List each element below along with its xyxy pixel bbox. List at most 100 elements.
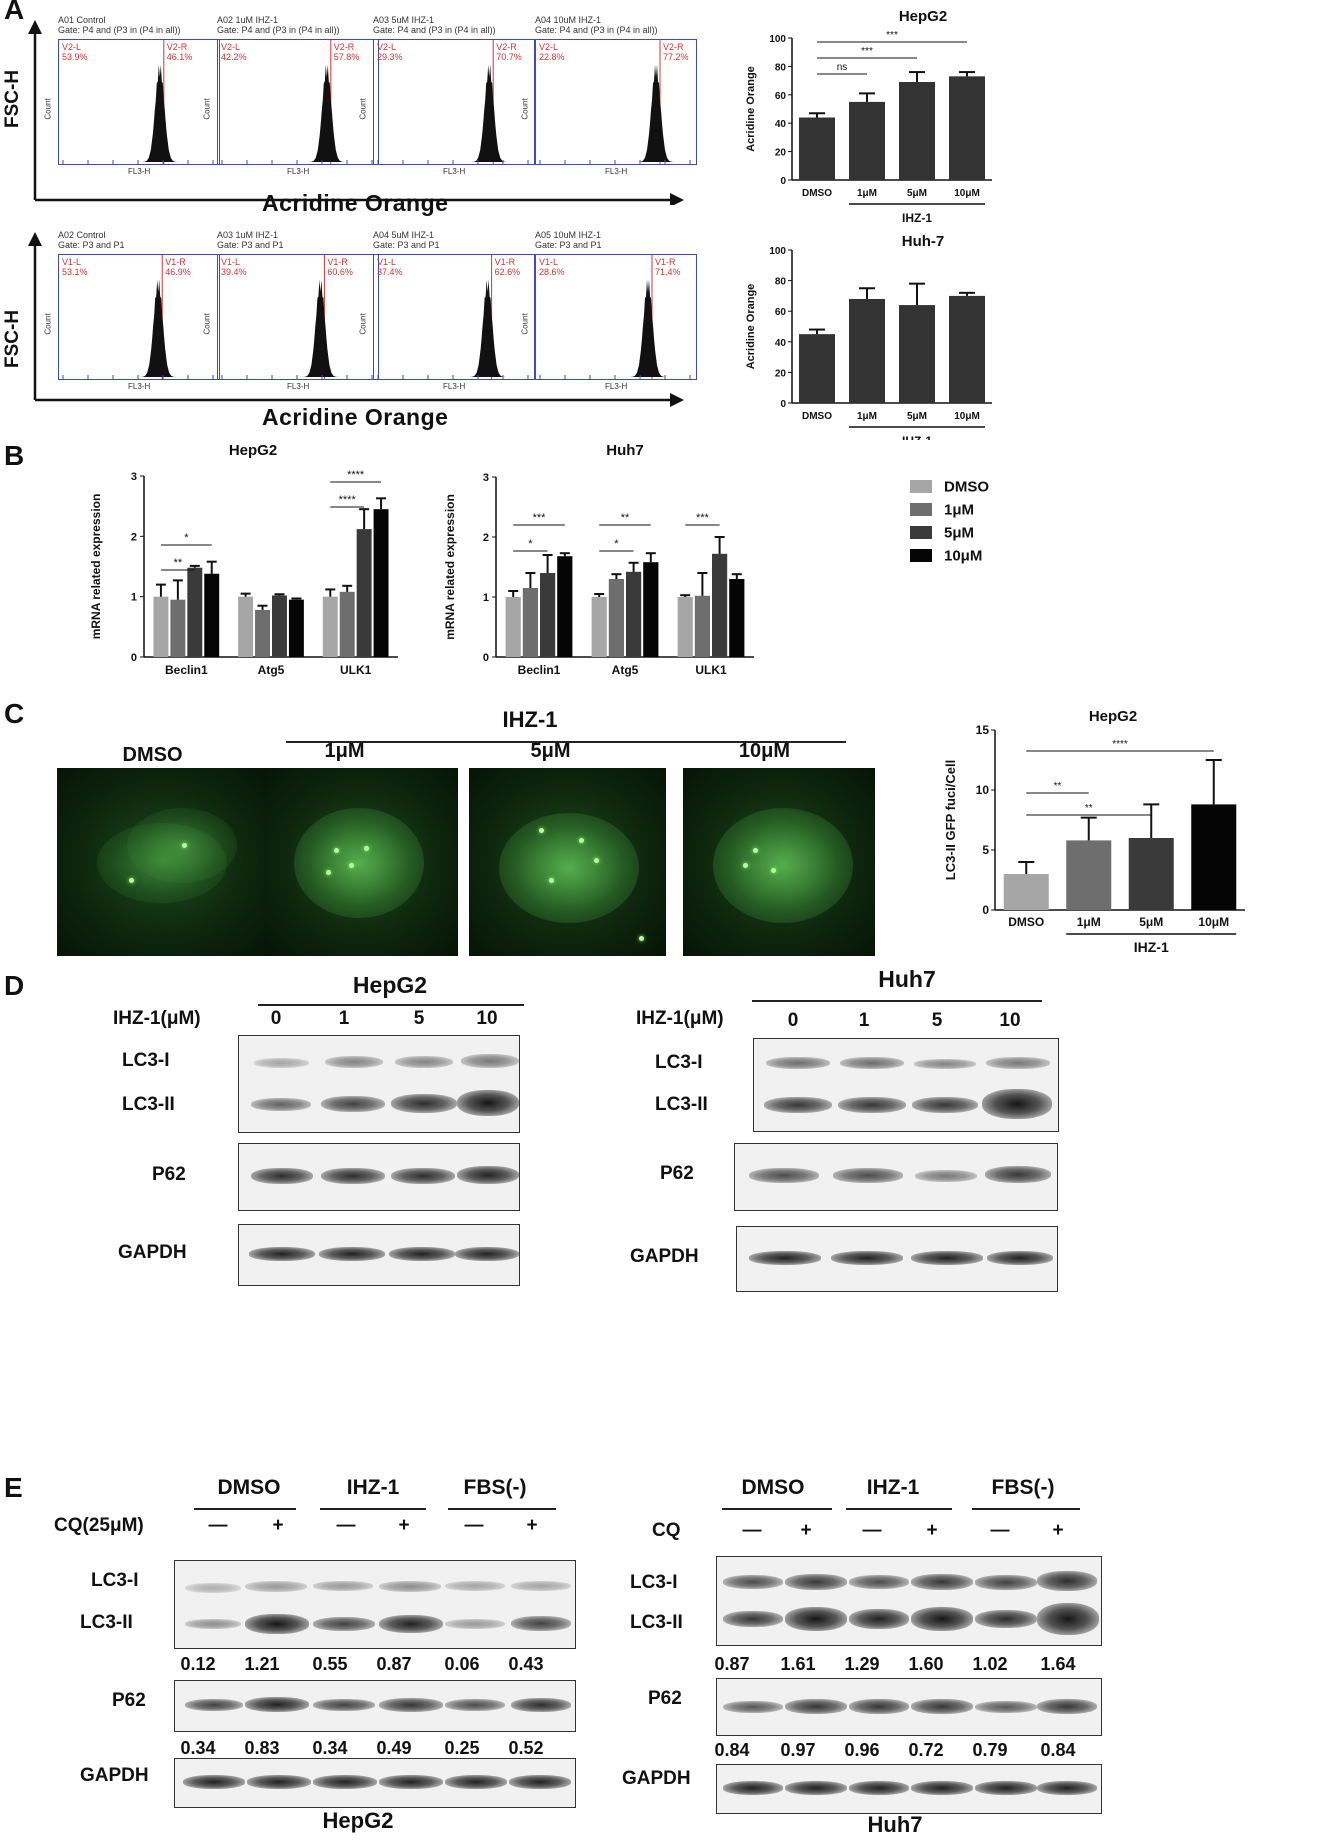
facs-x-label: FL3-H (128, 382, 151, 391)
d-hepg2-gapdh: GAPDH (118, 1242, 187, 1263)
micrograph-1um (264, 768, 458, 956)
micrograph-10um (683, 768, 875, 956)
e-hepg2-cq-label: CQ(25μM) (54, 1515, 144, 1536)
bar (238, 596, 254, 657)
panel-label-d: D (4, 970, 25, 1001)
facs-histogram (535, 39, 697, 165)
chart-b-hepg2: 0 1 2 3 mRNA related expression Beclin1 Atg5 UL… (89, 469, 398, 677)
e-huh7-p62: P62 (648, 1688, 682, 1709)
facs-plot (539, 255, 691, 379)
d-huh7-lane-0: 0 (787, 1010, 799, 1031)
y-tick-label: 20 (775, 148, 787, 159)
facs-histogram (217, 39, 379, 165)
histogram-peak (638, 64, 674, 162)
e-hepg2-caption: HepG2 (322, 1808, 394, 1833)
e-huh7-p62-ratio-1: 0.97 (780, 1740, 816, 1760)
bar (339, 591, 355, 657)
chart-title-a-hepg2: HepG2 (898, 8, 948, 25)
bar (899, 82, 935, 180)
e-hepg2-gapdh-blot (174, 1758, 576, 1808)
facs-caption: A05 10uM IHZ-1 Gate: P3 and P1 (535, 230, 602, 250)
chart-title-b-hepg2: HepG2 (228, 442, 278, 459)
e-huh7-group-fbs: FBS(-) (991, 1476, 1055, 1499)
e-hepg2-group-dmso: DMSO (217, 1476, 281, 1499)
e-hepg2-lc3-blot (174, 1560, 576, 1649)
histogram-peak (630, 279, 666, 377)
facs-histogram (373, 39, 535, 165)
group-label: IHZ-1 (1134, 939, 1169, 955)
e-hepg2-p62-ratio-0: 0.34 (180, 1738, 216, 1758)
significance-label: ** (1085, 803, 1093, 814)
micro-label-5: 5μM (530, 740, 571, 762)
e-huh7-lc3-ratio-5: 1.64 (1040, 1654, 1076, 1674)
e-huh7-sign-1: + (800, 1520, 812, 1541)
d-huh7-p62: P62 (660, 1163, 694, 1184)
e-hepg2-gapdh: GAPDH (80, 1765, 149, 1786)
e-hepg2-sign-1: + (272, 1515, 284, 1536)
y-tick-label: 0 (780, 176, 786, 187)
chart-c-hepg2: 0 5 10 15 LC3-II GFP fuci/Cell DMSO 1μM 5μM 10μM… (943, 725, 1245, 955)
y-tick-label: 100 (769, 246, 786, 257)
histogram-peak (140, 279, 177, 377)
facs-x-label: FL3-H (605, 382, 628, 391)
chart-title-c: HepG2 (1088, 708, 1138, 725)
e-hepg2-sign-3: + (398, 1515, 410, 1536)
y-tick-label: 40 (775, 119, 787, 130)
chart-title-a-huh7: Huh-7 (901, 233, 945, 250)
bar (288, 599, 304, 657)
e-hepg2-p62-ratio-3: 0.49 (376, 1738, 412, 1758)
chart-a-hepg2: 0 20 40 60 80 100 Acridine Orange DMSO 1μM 5μM 10μ… (745, 30, 992, 225)
micro-label-1: 1μM (324, 740, 365, 762)
e-huh7-sign-3: + (926, 1520, 938, 1541)
e-hepg2-lc3-ratio-2: 0.55 (312, 1654, 348, 1674)
y-axis-label: Acridine Orange (745, 284, 757, 370)
category-label: 10μM (954, 411, 980, 422)
facs-right-gate: V2-R 70.7% (496, 42, 522, 62)
significance-label: * (614, 538, 619, 550)
e-huh7-lc3-ratio-1: 1.61 (780, 1654, 816, 1674)
facs-left-gate: V2-L 29.3% (377, 42, 403, 62)
category-label: DMSO (802, 188, 832, 199)
bar (356, 529, 372, 657)
y-tick-label: 0 (131, 652, 137, 664)
facs-right-gate: V1-R 71.4% (655, 257, 681, 277)
category-label: Atg5 (612, 663, 639, 677)
legend-item: DMSO (910, 478, 989, 496)
e-hepg2-p62-ratio-1: 0.83 (244, 1738, 280, 1758)
d-hepg2-p62: P62 (152, 1164, 186, 1185)
y-tick-label: 0 (780, 399, 786, 410)
e-huh7-p62-ratio-0: 0.84 (714, 1740, 750, 1760)
e-hepg2-sign-0: — (208, 1515, 228, 1536)
e-hepg2-p62-ratio-2: 0.34 (312, 1738, 348, 1758)
y-tick-label: 0 (982, 903, 989, 917)
bar (899, 305, 935, 403)
e-hepg2-sign-4: — (464, 1515, 484, 1536)
y-tick-label: 3 (483, 472, 489, 484)
d-hepg2-p62-blot (238, 1143, 520, 1211)
micro-label-10: 10μM (738, 740, 791, 762)
legend-label: 5μM (944, 524, 975, 542)
y-tick-label: 60 (775, 91, 787, 102)
facs-count-label: Count (43, 313, 53, 335)
facs-caption: A03 5uM IHZ-1 Gate: P4 and (P3 in (P4 in … (373, 15, 496, 35)
category-label: ULK1 (695, 663, 727, 677)
bar (1128, 838, 1174, 910)
facs-caption: A01 Control Gate: P4 and (P3 in (P4 in al… (58, 15, 181, 35)
e-huh7-line-dmso (722, 1508, 832, 1510)
bar (322, 596, 338, 657)
facs-caption: A04 10uM IHZ-1 Gate: P4 and (P3 in (P4 in… (535, 15, 658, 35)
facs-left-gate: V2-L 42.2% (221, 42, 247, 62)
d-huh7-bar (752, 1000, 1042, 1002)
d-huh7-lc3i: LC3-I (655, 1052, 703, 1073)
d-huh7-lane-2: 5 (931, 1010, 943, 1031)
e-huh7-lc3-blot (716, 1556, 1102, 1646)
legend-swatch (910, 526, 932, 540)
significance-label: **** (347, 469, 365, 481)
e-huh7-group-dmso: DMSO (741, 1476, 805, 1499)
chart-title-b-huh7: Huh7 (606, 442, 644, 459)
y-tick-label: 80 (775, 62, 787, 73)
facs-count-label: Count (520, 98, 530, 120)
legend-item: 5μM (910, 524, 974, 542)
bar (949, 76, 985, 180)
e-huh7-p62-ratio-5: 0.84 (1040, 1740, 1076, 1760)
